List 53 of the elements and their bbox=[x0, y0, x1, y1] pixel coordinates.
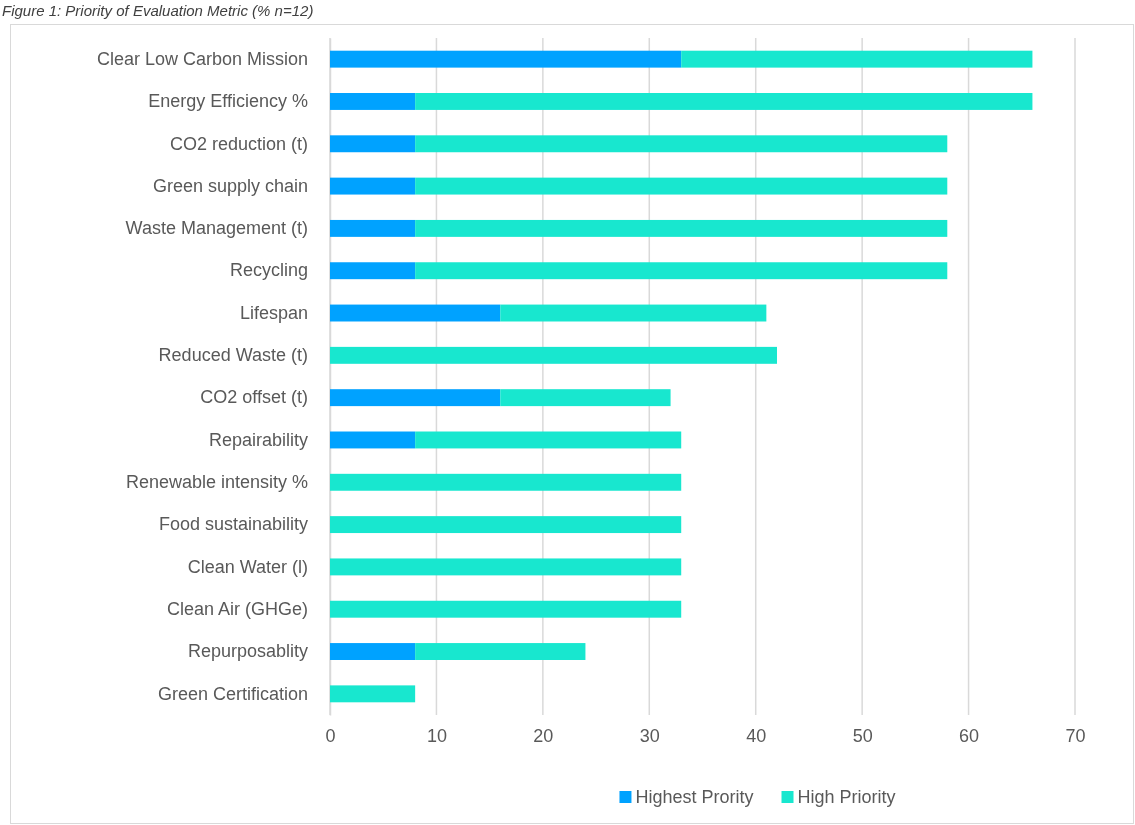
bar bbox=[330, 93, 416, 110]
y-tick-label: Energy Efficiency % bbox=[148, 91, 308, 112]
x-tick-label: 10 bbox=[426, 725, 447, 746]
bar bbox=[415, 219, 948, 237]
bar bbox=[330, 389, 501, 407]
legend-label: Highest Prority bbox=[635, 787, 754, 807]
x-tick-label: 50 bbox=[852, 725, 873, 746]
bar bbox=[500, 389, 671, 407]
bar bbox=[415, 262, 948, 280]
bar bbox=[330, 304, 501, 322]
x-tick-label: 70 bbox=[1065, 725, 1086, 746]
x-tick-label: 30 bbox=[639, 725, 660, 746]
y-tick-label: Green Certification bbox=[157, 683, 308, 704]
bar bbox=[330, 431, 416, 449]
y-tick-label: Reduced Waste (t) bbox=[158, 345, 308, 366]
bar bbox=[330, 219, 416, 237]
bar bbox=[330, 685, 416, 703]
bar bbox=[330, 50, 682, 68]
x-tick-label: 40 bbox=[746, 725, 767, 746]
bar bbox=[415, 643, 586, 660]
y-tick-label: Recycling bbox=[229, 260, 308, 281]
y-tick-label: Clean Water (l) bbox=[187, 556, 308, 577]
y-tick-label: Repurposablity bbox=[187, 641, 308, 662]
y-tick-label: CO2 offset (t) bbox=[200, 387, 308, 408]
bar bbox=[330, 346, 777, 364]
bar bbox=[330, 516, 682, 534]
y-tick-label: Green supply chain bbox=[152, 175, 308, 196]
bar bbox=[415, 135, 948, 153]
bar bbox=[330, 600, 682, 618]
y-tick-label: Clean Air (GHGe) bbox=[166, 598, 308, 619]
y-tick-label: Renewable intensity % bbox=[125, 472, 308, 493]
bar bbox=[415, 431, 682, 449]
bar bbox=[330, 473, 682, 491]
legend-label: High Priority bbox=[797, 787, 896, 807]
y-tick-label: Clear Low Carbon Mission bbox=[96, 48, 308, 69]
y-tick-label: Food sustainability bbox=[158, 514, 308, 535]
bar bbox=[330, 135, 416, 153]
y-tick-label: Waste Management (t) bbox=[125, 218, 308, 239]
y-tick-label: CO2 reduction (t) bbox=[169, 133, 308, 154]
x-tick-label: 20 bbox=[533, 725, 554, 746]
text: Figure 1: Priority of Evaluation Metric (% n=12) bbox=[2, 2, 314, 19]
x-tick-label: 0 bbox=[325, 725, 336, 746]
bar bbox=[415, 93, 1033, 110]
bar bbox=[415, 177, 948, 195]
bar bbox=[330, 177, 416, 195]
bar bbox=[500, 304, 767, 322]
x-tick-label: 60 bbox=[959, 725, 980, 746]
bar bbox=[681, 50, 1033, 68]
y-tick-label: Lifespan bbox=[239, 302, 308, 323]
bar bbox=[330, 558, 682, 576]
bar bbox=[330, 643, 416, 660]
bar bbox=[330, 262, 416, 280]
y-tick-label: Repairability bbox=[208, 429, 308, 450]
